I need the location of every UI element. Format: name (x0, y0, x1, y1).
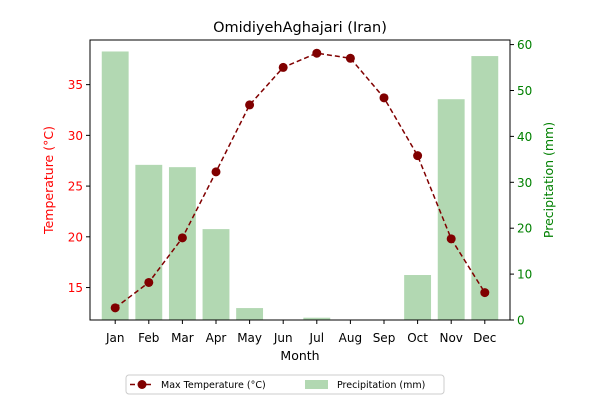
y-axis-right: 0 10 20 30 40 50 60 (510, 38, 532, 328)
precip-bar-jan (101, 51, 129, 320)
precipitation-bars (101, 51, 499, 321)
x-tick-label: Apr (206, 331, 227, 345)
x-tick-label: Dec (473, 331, 496, 345)
precip-bar-may (236, 308, 264, 320)
temperature-line-layer (110, 48, 490, 313)
x-axis: Jan Feb Mar Apr May Jun Jul Aug Sep Oct Nov Dec (105, 320, 496, 345)
temperature-point-sep (379, 93, 389, 103)
y-axis-right-label: Precipitation (mm) (541, 122, 556, 238)
x-tick-label: May (237, 331, 262, 345)
y-axis-left: 15 20 25 30 35 (68, 78, 90, 295)
x-tick-label: Nov (439, 331, 462, 345)
legend-label-precipitation: Precipitation (mm) (337, 380, 425, 391)
temperature-point-jan (110, 303, 120, 313)
precip-bar-mar (168, 167, 196, 320)
y-left-tick-label: 20 (68, 230, 83, 244)
legend-label-temperature: Max Temperature (°C) (161, 380, 266, 391)
y-left-tick-label: 15 (68, 281, 83, 295)
y-axis-left-label: Temperature (°C) (41, 126, 56, 235)
temperature-point-apr (211, 167, 221, 177)
temperature-point-dec (480, 288, 490, 298)
y-right-tick-label: 50 (517, 84, 532, 98)
legend-frame (125, 374, 445, 395)
x-tick-label: Jul (309, 331, 324, 345)
plot-frame (89, 39, 511, 321)
temperature-point-oct (413, 151, 423, 161)
legend-marker-swatch (137, 380, 147, 389)
precip-bar-apr (202, 229, 230, 320)
temperature-point-may (245, 100, 255, 110)
x-tick-label: Sep (373, 331, 396, 345)
temperature-point-aug (345, 53, 355, 63)
y-right-tick-label: 0 (517, 314, 525, 328)
y-right-tick-label: 10 (517, 268, 532, 282)
temperature-point-jun (278, 62, 288, 72)
precip-bar-oct (404, 275, 432, 320)
temperature-point-mar (177, 233, 187, 243)
temperature-point-jul (312, 48, 322, 58)
precip-bar-dec (471, 56, 499, 320)
x-tick-label: Oct (407, 331, 428, 345)
y-right-tick-label: 60 (517, 38, 532, 52)
y-left-tick-label: 25 (68, 180, 83, 194)
x-tick-label: Jun (273, 331, 293, 345)
temperature-line (114, 52, 486, 309)
x-tick-label: Feb (138, 331, 159, 345)
temperature-point-feb (144, 277, 154, 287)
y-left-tick-label: 30 (68, 129, 83, 143)
y-right-tick-label: 40 (517, 130, 532, 144)
x-tick-label: Aug (339, 331, 362, 345)
precip-bar-jul (303, 317, 331, 320)
x-axis-label: Month (280, 348, 319, 363)
precip-bar-nov (437, 99, 465, 321)
precip-bar-feb (135, 164, 163, 320)
y-left-tick-label: 35 (68, 78, 83, 92)
legend-bar-swatch (305, 380, 328, 389)
y-right-tick-label: 30 (517, 176, 532, 190)
temperature-point-nov (446, 234, 456, 244)
x-tick-label: Mar (171, 331, 194, 345)
chart-title: OmidiyehAghajari (Iran) (213, 20, 387, 36)
legend: Max Temperature (°C) Precipitation (mm) (125, 374, 445, 395)
y-right-tick-label: 20 (517, 222, 532, 236)
x-tick-label: Jan (105, 331, 125, 345)
